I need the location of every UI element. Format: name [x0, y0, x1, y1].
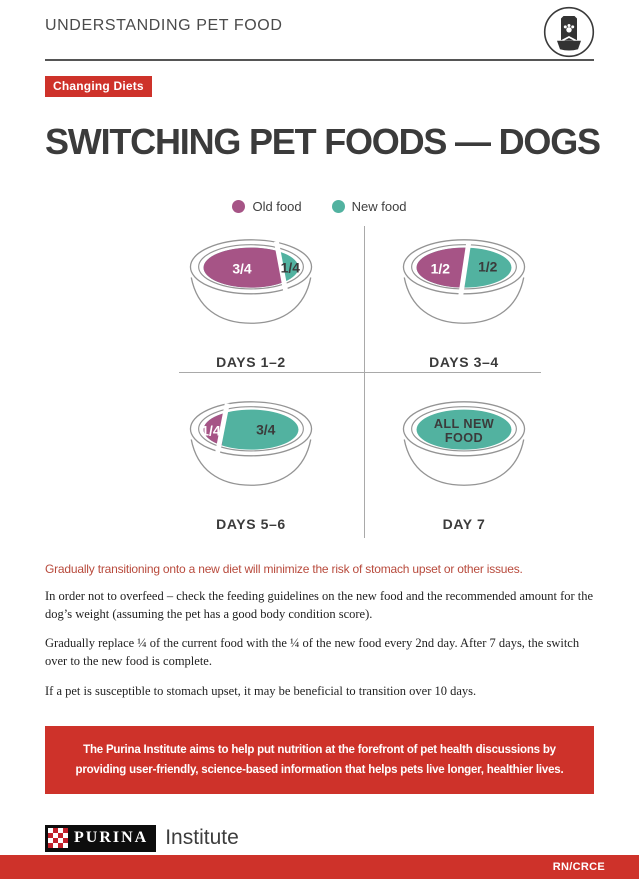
purina-institute-logo: PURINA Institute [45, 824, 594, 852]
body-paragraph-1: In order not to overfeed – check the fee… [45, 589, 594, 622]
old-fraction-label: 3/4 [232, 260, 252, 276]
bowl-days-5-6: 1/4 3/4 DAYS 5–6 [173, 392, 329, 532]
old-food-swatch [232, 200, 246, 213]
section-badge: Changing Diets [45, 76, 152, 97]
purina-logo-box: PURINA [45, 824, 157, 852]
bowl-days-3-4: 1/2 1/2 DAYS 3–4 [386, 230, 542, 370]
bowl-days-1-2: 3/4 1/4 DAYS 1–2 [173, 230, 329, 370]
legend-item-old-food: Old food [232, 199, 302, 214]
bowl-day-7: ALL NEW FOOD DAY 7 [386, 392, 542, 532]
page-title: SWITCHING PET FOODS — DOGS [45, 121, 601, 162]
bowl-day-7-graphic: ALL NEW FOOD [402, 401, 526, 486]
header-divider [45, 59, 594, 61]
purina-checkerboard-icon [47, 827, 69, 850]
new-fraction-label: 3/4 [256, 422, 276, 438]
bowl-caption: DAYS 5–6 [216, 516, 286, 532]
body-paragraph-2: Gradually replace ¼ of the current food … [45, 636, 580, 669]
bowl-days-3-4-graphic: 1/2 1/2 [402, 239, 526, 324]
bowl-days-5-6-graphic: 1/4 3/4 [189, 401, 313, 486]
bowl-caption: DAY 7 [442, 516, 486, 532]
legend-item-new-food: New food [331, 199, 407, 214]
new-fraction-label: 1/2 [478, 259, 498, 275]
legend-label-new-food: New food [351, 199, 407, 214]
old-fraction-label: 1/4 [201, 422, 221, 438]
highlight-sentence: Gradually transitioning onto a new diet … [45, 562, 523, 576]
diagram-vertical-divider [364, 226, 365, 538]
pet-food-bag-bowl-icon [543, 6, 595, 58]
legend-label-old-food: Old food [252, 199, 302, 214]
purina-wordmark: PURINA [74, 829, 149, 847]
legend: Old food New food [45, 199, 594, 214]
body-paragraph-3: If a pet is susceptible to stomach upset… [45, 683, 477, 698]
all-new-food-label-line2: FOOD [445, 431, 483, 445]
bowl-caption: DAYS 1–2 [216, 354, 286, 370]
bowl-caption: DAYS 3–4 [429, 354, 499, 370]
new-food-swatch [331, 200, 345, 213]
diagram-horizontal-divider [179, 372, 541, 373]
transition-diagram: 3/4 1/4 DAYS 1–2 1/2 1/2 DAY [45, 224, 594, 554]
bottom-bar: RN/CRCE [0, 855, 639, 879]
bowl-days-1-2-graphic: 3/4 1/4 [189, 239, 313, 324]
all-new-food-label-line1: ALL NEW [434, 417, 494, 431]
new-fraction-label: 1/4 [281, 260, 301, 276]
old-fraction-label: 1/2 [431, 260, 451, 276]
page-kicker: UNDERSTANDING PET FOOD [45, 17, 283, 34]
institute-wordmark: Institute [165, 826, 239, 850]
purina-institute-info-box: The Purina Institute aims to help put nu… [45, 725, 594, 794]
document-code: RN/CRCE [552, 861, 605, 873]
